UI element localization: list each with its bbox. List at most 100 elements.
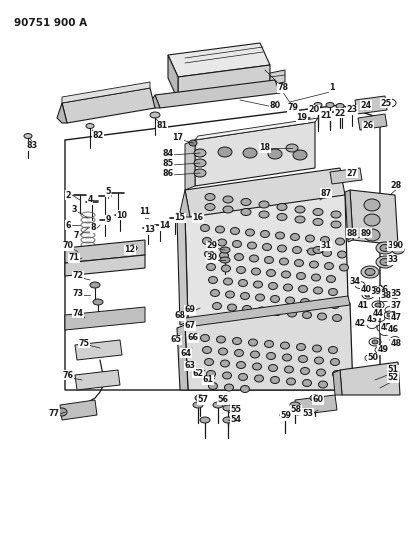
Ellipse shape <box>222 372 231 379</box>
Text: 16: 16 <box>193 214 204 222</box>
Ellipse shape <box>257 307 266 314</box>
Ellipse shape <box>193 402 203 408</box>
Ellipse shape <box>281 342 290 349</box>
Text: 17: 17 <box>173 133 184 142</box>
Ellipse shape <box>306 235 315 242</box>
Ellipse shape <box>220 252 228 259</box>
Ellipse shape <box>237 266 246 273</box>
Text: 48: 48 <box>390 338 401 348</box>
Ellipse shape <box>313 208 323 215</box>
Text: 66: 66 <box>188 334 199 343</box>
Text: 52: 52 <box>388 374 399 383</box>
Ellipse shape <box>313 219 323 225</box>
Ellipse shape <box>277 214 287 221</box>
Ellipse shape <box>90 282 100 288</box>
Ellipse shape <box>220 247 230 253</box>
Ellipse shape <box>205 204 215 211</box>
Ellipse shape <box>280 412 290 418</box>
Ellipse shape <box>268 282 277 289</box>
Ellipse shape <box>364 229 380 241</box>
Polygon shape <box>75 340 122 360</box>
Text: 28: 28 <box>390 181 401 190</box>
Text: 78: 78 <box>277 84 288 93</box>
Text: 2: 2 <box>65 190 71 199</box>
Ellipse shape <box>317 313 326 320</box>
Ellipse shape <box>217 239 226 246</box>
Ellipse shape <box>310 395 320 401</box>
Ellipse shape <box>302 311 311 319</box>
Ellipse shape <box>288 310 297 317</box>
Polygon shape <box>333 370 342 395</box>
Ellipse shape <box>200 224 209 231</box>
Ellipse shape <box>260 230 270 238</box>
Ellipse shape <box>301 367 310 375</box>
Text: 20: 20 <box>308 106 319 115</box>
Ellipse shape <box>237 361 246 368</box>
Text: 26: 26 <box>362 122 374 131</box>
Polygon shape <box>178 65 270 100</box>
Polygon shape <box>180 190 190 217</box>
Text: 50: 50 <box>368 353 379 362</box>
Ellipse shape <box>321 237 330 244</box>
Ellipse shape <box>286 144 298 152</box>
Text: 46: 46 <box>388 326 399 335</box>
Text: 44: 44 <box>373 309 384 318</box>
Text: 22: 22 <box>335 109 346 117</box>
Ellipse shape <box>150 112 160 118</box>
Ellipse shape <box>317 369 326 376</box>
Text: 90751 900 A: 90751 900 A <box>14 18 87 28</box>
Text: 11: 11 <box>140 207 151 216</box>
Ellipse shape <box>271 376 279 384</box>
Text: 60: 60 <box>313 395 324 405</box>
Text: 69: 69 <box>184 305 195 314</box>
Text: 32: 32 <box>388 241 399 251</box>
Ellipse shape <box>326 276 335 282</box>
Text: 57: 57 <box>197 395 208 405</box>
Ellipse shape <box>302 379 311 386</box>
Ellipse shape <box>241 198 251 206</box>
Text: 45: 45 <box>381 324 392 333</box>
Ellipse shape <box>297 272 306 279</box>
Ellipse shape <box>211 289 220 296</box>
Ellipse shape <box>372 340 378 344</box>
Text: 40: 40 <box>361 286 372 295</box>
Ellipse shape <box>248 339 257 346</box>
Text: 63: 63 <box>184 361 195 370</box>
Ellipse shape <box>24 133 32 139</box>
Text: 56: 56 <box>217 395 228 405</box>
Ellipse shape <box>273 309 282 316</box>
Ellipse shape <box>204 359 213 366</box>
Ellipse shape <box>239 279 248 287</box>
Ellipse shape <box>277 204 287 211</box>
Text: 36: 36 <box>377 286 388 295</box>
Ellipse shape <box>293 246 302 254</box>
Ellipse shape <box>223 417 233 423</box>
Ellipse shape <box>268 149 282 159</box>
Ellipse shape <box>299 286 308 293</box>
Ellipse shape <box>333 314 341 321</box>
Ellipse shape <box>206 263 215 271</box>
Text: 3: 3 <box>71 206 77 214</box>
Text: 29: 29 <box>206 241 217 251</box>
Ellipse shape <box>213 303 222 310</box>
Ellipse shape <box>365 293 371 297</box>
Text: 14: 14 <box>160 222 171 230</box>
Ellipse shape <box>311 274 321 281</box>
Ellipse shape <box>242 305 251 312</box>
Text: 75: 75 <box>78 338 89 348</box>
Ellipse shape <box>364 214 380 226</box>
Text: 83: 83 <box>27 141 38 150</box>
Ellipse shape <box>339 264 348 271</box>
Ellipse shape <box>275 232 284 239</box>
Text: 35: 35 <box>390 288 401 297</box>
Text: 8: 8 <box>90 223 96 232</box>
Ellipse shape <box>217 336 226 343</box>
Text: 58: 58 <box>290 406 302 415</box>
Ellipse shape <box>277 245 286 252</box>
Polygon shape <box>168 43 270 77</box>
Text: 43: 43 <box>366 316 377 325</box>
Text: 37: 37 <box>390 302 401 311</box>
Text: 38: 38 <box>380 292 392 301</box>
Polygon shape <box>177 325 188 390</box>
Ellipse shape <box>328 346 337 353</box>
